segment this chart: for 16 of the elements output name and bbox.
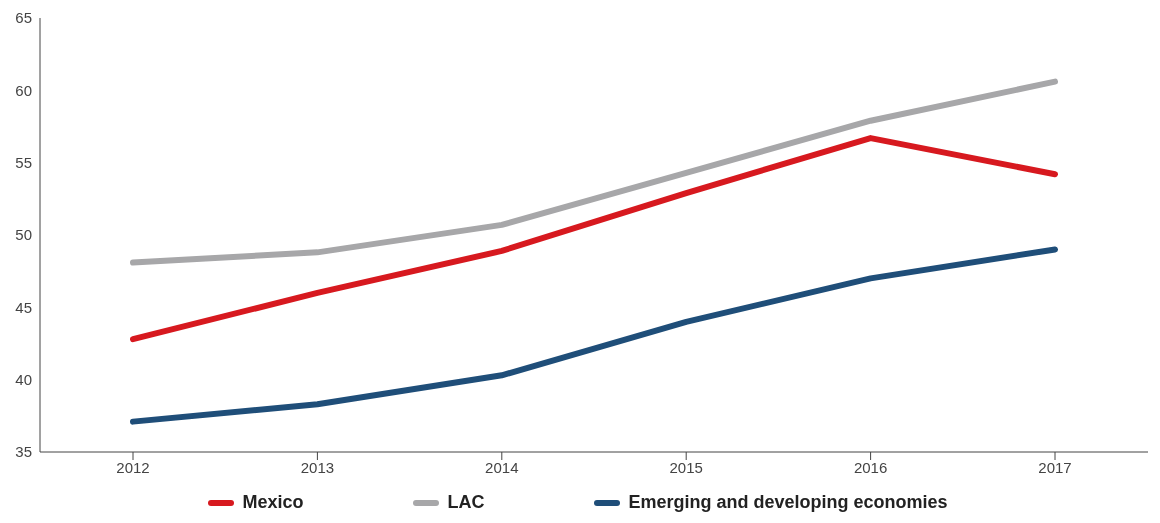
- y-tick-label: 50: [15, 226, 32, 244]
- y-tick-label: 45: [15, 298, 32, 316]
- legend-label: Emerging and developing economies: [628, 492, 948, 513]
- x-tick-label: 2013: [300, 458, 335, 476]
- y-tick-label: 40: [15, 370, 32, 388]
- x-tick-label: 2015: [669, 458, 703, 476]
- y-tick-label: 55: [15, 153, 32, 171]
- x-tick-label: 2014: [485, 458, 519, 476]
- x-tick-label: 2017: [1038, 458, 1072, 476]
- y-tick-label: 60: [15, 81, 32, 99]
- x-tick-label: 2016: [853, 458, 888, 476]
- y-tick-label: 65: [15, 9, 32, 27]
- y-tick-label: 35: [15, 443, 32, 461]
- x-tick-label: 2012: [116, 458, 150, 476]
- legend-label: Mexico: [242, 492, 304, 513]
- legend-label: LAC: [447, 492, 485, 513]
